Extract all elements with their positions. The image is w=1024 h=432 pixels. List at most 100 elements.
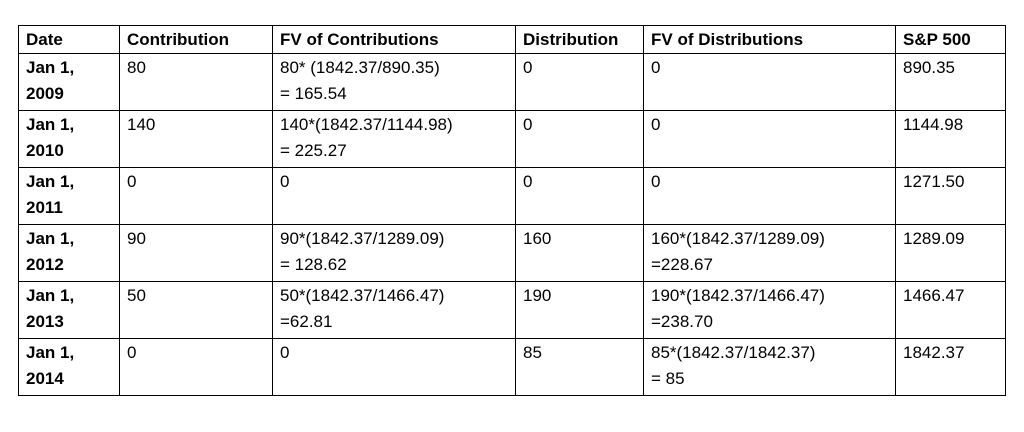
table-cell: 0: [515, 167, 644, 225]
data-table: Date Contribution FV of Contributions Distr…: [18, 25, 1006, 396]
cell-text: 85: [523, 343, 542, 362]
table-cell: 140*(1842.37/1144.98) = 225.27: [272, 110, 516, 168]
table-cell: 1289.09: [895, 224, 1006, 282]
cell-text: 140*(1842.37/1144.98): [280, 115, 453, 134]
cell-text: 0: [651, 58, 661, 77]
cell-text: =238.70: [651, 312, 713, 331]
cell-text: 80: [127, 58, 146, 77]
cell-text: = 85: [651, 369, 685, 388]
table-cell: Jan 1, 2012: [18, 224, 120, 282]
table-cell: 90*(1842.37/1289.09) = 128.62: [272, 224, 516, 282]
cell-text: 50*(1842.37/1466.47): [280, 286, 445, 305]
table-cell: 0: [643, 167, 896, 225]
cell-text: 0: [523, 58, 533, 77]
cell-text: Jan 1,: [26, 172, 75, 191]
cell-text: 2014: [26, 369, 64, 388]
table-cell: 80: [119, 53, 273, 111]
table-body: Jan 1, 2009 80 80* (1842.37/890.35) = 165.54…: [18, 53, 1006, 396]
cell-text: 0: [127, 172, 137, 191]
cell-text: 0: [127, 343, 137, 362]
cell-text: 1842.37: [903, 343, 965, 362]
table-cell: 1144.98: [895, 110, 1006, 168]
table-cell: 890.35: [895, 53, 1006, 111]
cell-text: 90: [127, 229, 146, 248]
cell-text: 890.35: [903, 58, 955, 77]
table-row: Jan 1, 2010 140 140*(1842.37/1144.98) = 225.…: [18, 110, 1006, 168]
table-row: Jan 1, 2012 90 90*(1842.37/1289.09) = 128.62…: [18, 224, 1006, 282]
cell-text: 2010: [26, 141, 64, 160]
cell-text: 160*(1842.37/1289.09): [651, 229, 825, 248]
cell-text: 0: [280, 343, 290, 362]
table-cell: 190: [515, 281, 644, 339]
table-cell: 0: [272, 167, 516, 225]
cell-text: = 225.27: [280, 141, 347, 160]
table-cell: 50: [119, 281, 273, 339]
cell-text: Jan 1,: [26, 286, 75, 305]
cell-text: 0: [651, 115, 661, 134]
header-cell: Date: [18, 25, 120, 54]
table-cell: 0: [119, 167, 273, 225]
cell-text: =62.81: [280, 312, 333, 331]
table-cell: 0: [272, 338, 516, 396]
cell-text: =228.67: [651, 255, 713, 274]
table-cell: Jan 1, 2010: [18, 110, 120, 168]
table-cell: 0: [643, 110, 896, 168]
table-row: Jan 1, 2014 0 0 85 85*(1842.37/1842.37) = 85 18…: [18, 338, 1006, 396]
table-row: Jan 1, 2009 80 80* (1842.37/890.35) = 165.54…: [18, 53, 1006, 111]
cell-text: = 165.54: [280, 84, 347, 103]
cell-text: 0: [280, 172, 290, 191]
cell-text: 0: [523, 115, 533, 134]
header-cell: S&P 500: [895, 25, 1006, 54]
table-cell: 85*(1842.37/1842.37) = 85: [643, 338, 896, 396]
table-cell: 0: [119, 338, 273, 396]
table-cell: 160*(1842.37/1289.09) =228.67: [643, 224, 896, 282]
cell-text: 90*(1842.37/1289.09): [280, 229, 445, 248]
table-cell: 1271.50: [895, 167, 1006, 225]
table-row: Jan 1, 2013 50 50*(1842.37/1466.47) =62.81 19…: [18, 281, 1006, 339]
table-cell: 0: [515, 53, 644, 111]
cell-text: 2011: [26, 198, 63, 217]
cell-text: 1466.47: [903, 286, 965, 305]
cell-text: 2009: [26, 84, 64, 103]
cell-text: 85*(1842.37/1842.37): [651, 343, 816, 362]
cell-text: Jan 1,: [26, 229, 75, 248]
table-cell: 90: [119, 224, 273, 282]
cell-text: 190*(1842.37/1466.47): [651, 286, 825, 305]
cell-text: = 128.62: [280, 255, 347, 274]
cell-text: 1271.50: [903, 172, 965, 191]
table-cell: 1466.47: [895, 281, 1006, 339]
header-row: Date Contribution FV of Contributions Distr…: [18, 25, 1006, 54]
cell-text: 1289.09: [903, 229, 965, 248]
table-cell: 80* (1842.37/890.35) = 165.54: [272, 53, 516, 111]
table-cell: 140: [119, 110, 273, 168]
cell-text: 140: [127, 115, 156, 134]
cell-text: 1144.98: [903, 115, 964, 134]
table-cell: 50*(1842.37/1466.47) =62.81: [272, 281, 516, 339]
table-cell: Jan 1, 2009: [18, 53, 120, 111]
table-cell: 160: [515, 224, 644, 282]
cell-text: 0: [523, 172, 533, 191]
header-cell: Contribution: [119, 25, 273, 54]
cell-text: 80* (1842.37/890.35): [280, 58, 440, 77]
cell-text: 2013: [26, 312, 64, 331]
table-cell: 1842.37: [895, 338, 1006, 396]
cell-text: 160: [523, 229, 552, 248]
table-cell: 0: [643, 53, 896, 111]
cell-text: Jan 1,: [26, 58, 75, 77]
table-cell: 190*(1842.37/1466.47) =238.70: [643, 281, 896, 339]
header-cell: Distribution: [515, 25, 644, 54]
cell-text: Jan 1,: [26, 115, 75, 134]
table-cell: Jan 1, 2013: [18, 281, 120, 339]
cell-text: Jan 1,: [26, 343, 75, 362]
header-cell: FV of Contributions: [272, 25, 516, 54]
table-cell: 0: [515, 110, 644, 168]
cell-text: 2012: [26, 255, 64, 274]
table-row: Jan 1, 2011 0 0 0 0 1271.50: [18, 167, 1006, 225]
table-cell: 85: [515, 338, 644, 396]
cell-text: 0: [651, 172, 661, 191]
cell-text: 190: [523, 286, 552, 305]
table-cell: Jan 1, 2011: [18, 167, 120, 225]
header-cell: FV of Distributions: [643, 25, 896, 54]
cell-text: 50: [127, 286, 146, 305]
